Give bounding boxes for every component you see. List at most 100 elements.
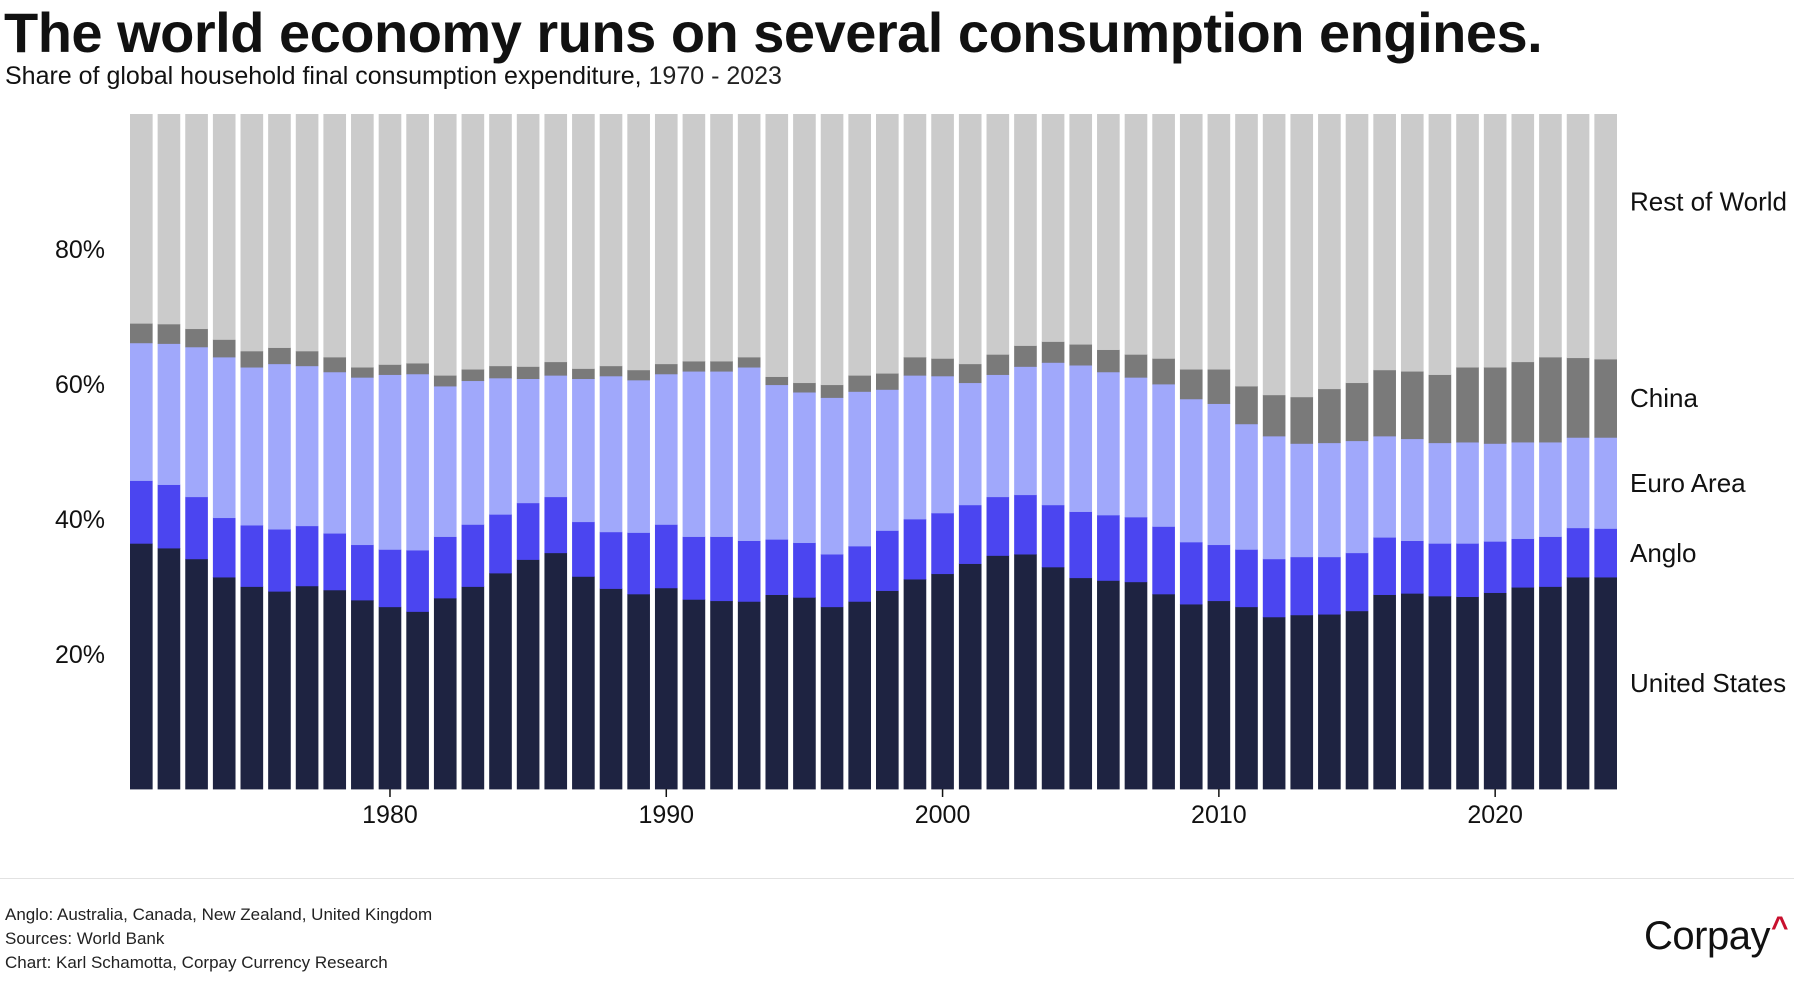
bar-china-2008 xyxy=(1152,358,1175,385)
bar-anglo-2019 xyxy=(1456,543,1479,598)
bar-china-1995 xyxy=(793,382,816,393)
bar-euro-area-1976 xyxy=(268,363,291,530)
bar-anglo-1984 xyxy=(489,514,512,574)
bar-rest-of-world-2008 xyxy=(1152,114,1175,359)
bar-rest-of-world-1977 xyxy=(295,114,319,352)
y-axis-tick-labels: 20% 40% 60% 80% xyxy=(55,236,105,669)
x-tick-2020: 2020 xyxy=(1467,801,1523,829)
bar-united-states-1991 xyxy=(682,599,706,790)
note-anglo-definition: Anglo: Australia, Canada, New Zealand, U… xyxy=(5,905,433,924)
bar-china-2023 xyxy=(1566,357,1590,438)
bar-euro-area-1985 xyxy=(516,378,540,504)
bar-rest-of-world-2023 xyxy=(1566,114,1590,359)
bar-united-states-2007 xyxy=(1124,581,1148,790)
bar-euro-area-1998 xyxy=(876,389,899,531)
bar-euro-area-2017 xyxy=(1400,438,1424,542)
bar-united-states-1971 xyxy=(130,543,153,790)
bar-china-1983 xyxy=(461,369,485,382)
bar-china-1982 xyxy=(433,375,457,387)
bar-china-2007 xyxy=(1124,354,1148,378)
bar-euro-area-2006 xyxy=(1097,371,1120,516)
bar-united-states-1999 xyxy=(903,579,927,790)
bar-rest-of-world-2019 xyxy=(1456,114,1479,368)
bar-rest-of-world-2024 xyxy=(1594,114,1617,360)
bar-china-1978 xyxy=(323,357,347,373)
series-label-china: China xyxy=(1630,383,1698,413)
bar-united-states-2006 xyxy=(1097,580,1120,790)
bar-anglo-1986 xyxy=(544,496,568,554)
bar-anglo-2012 xyxy=(1262,558,1286,618)
bar-china-2015 xyxy=(1345,382,1369,442)
bar-anglo-1985 xyxy=(516,502,540,560)
bar-rest-of-world-1983 xyxy=(461,114,485,370)
bar-rest-of-world-1993 xyxy=(737,114,761,358)
bar-china-2002 xyxy=(986,354,1010,375)
bar-united-states-1989 xyxy=(627,593,650,790)
bar-anglo-2015 xyxy=(1345,552,1369,612)
bar-united-states-2017 xyxy=(1400,593,1424,790)
bar-united-states-2018 xyxy=(1428,595,1452,790)
bar-united-states-1992 xyxy=(710,600,733,790)
bar-euro-area-1978 xyxy=(323,371,347,534)
bar-euro-area-1973 xyxy=(185,346,208,498)
bar-anglo-2014 xyxy=(1318,556,1341,615)
bar-rest-of-world-1982 xyxy=(433,114,457,376)
bar-china-2000 xyxy=(931,358,954,377)
bar-rest-of-world-1985 xyxy=(516,114,540,367)
bar-anglo-1975 xyxy=(240,525,264,587)
bar-rest-of-world-1997 xyxy=(848,114,871,376)
bar-china-2024 xyxy=(1594,359,1617,438)
bar-united-states-2012 xyxy=(1262,616,1286,790)
bar-euro-area-1984 xyxy=(489,377,512,515)
bar-china-1996 xyxy=(820,384,844,398)
bar-rest-of-world-2007 xyxy=(1124,114,1148,355)
bar-rest-of-world-2010 xyxy=(1207,114,1231,370)
corpay-logo: Corpay^ xyxy=(1644,911,1788,959)
bar-euro-area-1996 xyxy=(820,397,844,555)
bar-euro-area-2005 xyxy=(1069,365,1093,512)
bar-rest-of-world-2002 xyxy=(986,114,1010,355)
bar-euro-area-2001 xyxy=(958,382,982,506)
bar-china-1992 xyxy=(710,361,733,372)
bar-rest-of-world-1979 xyxy=(351,114,374,368)
y-tick-20: 20% xyxy=(55,641,105,669)
bar-united-states-1977 xyxy=(295,585,319,790)
chart-subtitle: Share of global household final consumpt… xyxy=(5,62,782,91)
bar-anglo-1995 xyxy=(793,542,816,598)
bar-united-states-1976 xyxy=(268,591,291,790)
bar-china-1993 xyxy=(737,357,761,368)
bar-rest-of-world-1980 xyxy=(378,114,402,365)
bar-euro-area-2010 xyxy=(1207,403,1231,546)
bar-united-states-1993 xyxy=(737,601,761,790)
x-tick-1990: 1990 xyxy=(638,801,694,829)
bar-united-states-2004 xyxy=(1041,566,1065,790)
bar-rest-of-world-1990 xyxy=(654,114,678,365)
bar-euro-area-1987 xyxy=(572,378,595,523)
bar-euro-area-2007 xyxy=(1124,377,1148,518)
bar-euro-area-2003 xyxy=(1014,366,1037,496)
bar-united-states-2016 xyxy=(1373,594,1396,790)
bar-anglo-2024 xyxy=(1594,528,1617,578)
bar-united-states-1986 xyxy=(544,552,568,790)
bar-rest-of-world-2001 xyxy=(958,114,982,365)
bar-united-states-1975 xyxy=(240,586,264,790)
bar-china-2009 xyxy=(1179,369,1203,400)
bar-anglo-1976 xyxy=(268,529,291,592)
bar-anglo-1972 xyxy=(157,484,181,549)
bar-china-2017 xyxy=(1400,371,1424,440)
bar-euro-area-2009 xyxy=(1179,398,1203,543)
bar-rest-of-world-1991 xyxy=(682,114,706,362)
note-sources: Sources: World Bank xyxy=(5,929,165,948)
bar-anglo-1973 xyxy=(185,496,208,560)
bar-china-2012 xyxy=(1262,394,1286,437)
bar-china-1981 xyxy=(406,363,429,375)
bar-rest-of-world-2016 xyxy=(1373,114,1396,371)
bar-rest-of-world-2005 xyxy=(1069,114,1093,345)
bar-euro-area-1971 xyxy=(130,342,153,481)
bar-china-1990 xyxy=(654,363,678,375)
bar-china-2013 xyxy=(1290,396,1314,444)
bar-euro-area-2002 xyxy=(986,374,1010,498)
bar-euro-area-1974 xyxy=(212,357,236,519)
subtitle-main: Share of global household final consumpt… xyxy=(5,62,642,90)
bar-united-states-1996 xyxy=(820,606,844,790)
